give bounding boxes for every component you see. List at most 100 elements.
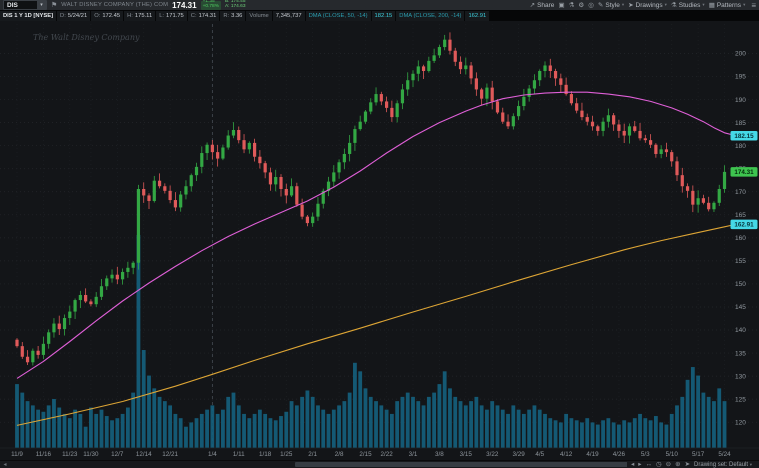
svg-text:12/7: 12/7 (111, 451, 124, 458)
svg-text:1/25: 1/25 (280, 451, 293, 458)
drawing-set-selector[interactable]: Drawing set: Default ▾ (694, 461, 752, 468)
volume-bars (15, 235, 727, 448)
chevron-down-icon: ▾ (621, 2, 625, 7)
chart-nav-controls: ◂ ▸ ↔ ◷ ⊖ ⊕ ➤ Drawing set: Default ▾ (626, 460, 759, 468)
svg-text:4/5: 4/5 (535, 451, 544, 458)
svg-text:150: 150 (735, 281, 746, 288)
svg-text:1/18: 1/18 (259, 451, 272, 458)
ohlc-close: C: 174.31 (187, 11, 220, 21)
style-menu[interactable]: ✎ Style ▾ (597, 1, 625, 10)
volume-label: Volume (246, 11, 272, 21)
svg-text:160: 160 (735, 235, 746, 242)
svg-text:2/1: 2/1 (308, 451, 317, 458)
svg-text:140: 140 (735, 327, 746, 334)
zoom-out-icon[interactable]: ⊖ (665, 460, 672, 468)
ask-value: A: 174.63 (224, 4, 246, 9)
camera-icon: ▣ (558, 2, 565, 9)
cursor-icon: ➤ (628, 2, 634, 9)
svg-text:2/8: 2/8 (335, 451, 344, 458)
study-dma200-label[interactable]: DMA (CLOSE, 200, -14) (396, 11, 465, 21)
svg-text:170: 170 (735, 189, 746, 196)
horizontal-gridlines (0, 53, 759, 423)
svg-text:125: 125 (735, 396, 746, 403)
zoom-in-icon[interactable]: ⊕ (675, 460, 681, 468)
circle-badge-icon: ◎ (588, 2, 594, 9)
svg-text:174.31: 174.31 (734, 169, 754, 176)
patterns-icon: ▦ (708, 2, 715, 9)
svg-text:120: 120 (735, 419, 746, 426)
svg-text:5/24: 5/24 (718, 451, 731, 458)
flask-icon: ⚗ (670, 2, 677, 9)
vertical-gridlines (16, 24, 725, 448)
study-dma50-value: 182.15 (371, 11, 396, 21)
menu-hamburger-icon[interactable]: ≡ (751, 0, 756, 10)
change-value: +1.35 (202, 0, 215, 5)
chart-title: DIS 1 Y 1D [NYSE] (0, 11, 57, 21)
beaker-icon: ⚗ (568, 2, 575, 9)
study-dma50-label[interactable]: DMA (CLOSE, 50, -14) (305, 11, 371, 21)
style-icon: ✎ (597, 2, 604, 9)
beaker-button[interactable]: ⚗ (569, 1, 575, 9)
settings-button[interactable]: ⚙ (578, 1, 584, 9)
overlay-ma50[interactable] (16, 91, 736, 379)
svg-text:195: 195 (735, 74, 746, 81)
study-dma200-value: 162.91 (465, 11, 490, 21)
scrollbar-thumb[interactable] (295, 462, 650, 467)
pan-right-icon[interactable]: ▸ (638, 460, 642, 468)
svg-text:4/26: 4/26 (613, 451, 626, 458)
svg-text:190: 190 (735, 97, 746, 104)
svg-text:3/1: 3/1 (409, 451, 418, 458)
ohlc-date: D: 5/24/21 (57, 11, 91, 21)
ohlc-range: R: 3.36 (220, 11, 246, 21)
top-toolbar: DIS ▾ ⚑ WALT DISNEY COMPANY (THE) COM 17… (0, 0, 759, 11)
bid-ask: B: 174.45 A: 174.63 (224, 0, 246, 10)
fit-width-icon[interactable]: ↔ (645, 460, 653, 468)
change-percent: +0.78% (202, 4, 219, 9)
svg-text:135: 135 (735, 350, 746, 357)
candlestick-series (15, 32, 727, 366)
symbol-dropdown-caret-icon[interactable]: ▾ (37, 1, 46, 9)
svg-text:12/14: 12/14 (136, 451, 152, 458)
symbol-input[interactable]: DIS ▾ (3, 0, 47, 10)
svg-text:3/29: 3/29 (512, 451, 525, 458)
scroll-left-arrow-icon[interactable]: ◂ (3, 462, 7, 468)
svg-text:1/11: 1/11 (233, 451, 245, 458)
time-reset-icon[interactable]: ◷ (656, 460, 662, 468)
drawings-menu[interactable]: ➤ Drawings ▾ (628, 1, 667, 10)
svg-text:130: 130 (735, 373, 746, 380)
svg-text:185: 185 (735, 120, 746, 127)
chart-bottom-bar: ◂ ◂ ▸ ↔ ◷ ⊖ ⊕ ➤ Drawing set: Default ▾ (0, 460, 759, 468)
chart-scrollbar[interactable] (10, 461, 650, 468)
studies-menu[interactable]: ⚗ Studies ▾ (670, 1, 705, 10)
symbol-value: DIS (7, 1, 18, 9)
time-axis[interactable]: 11/9 11/16 11/23 11/30 12/7 12/14 12/21 1/4 1/11… (11, 451, 731, 458)
svg-text:11/30: 11/30 (83, 451, 99, 458)
overlay-ma200[interactable] (16, 223, 736, 426)
share-button[interactable]: ↗ Share (529, 1, 555, 10)
alert-flag-icon[interactable]: ⚑ (51, 1, 58, 9)
pointer-mode-icon[interactable]: ➤ (684, 460, 691, 468)
svg-text:5/10: 5/10 (666, 451, 679, 458)
pan-left-icon[interactable]: ◂ (630, 460, 635, 468)
chevron-down-icon: ▾ (702, 2, 705, 7)
svg-text:165: 165 (735, 212, 746, 219)
bid-value: B: 174.45 (224, 0, 246, 5)
gear-icon: ⚙ (578, 2, 585, 9)
svg-text:5/17: 5/17 (692, 451, 705, 458)
svg-text:180: 180 (735, 143, 746, 150)
patterns-menu[interactable]: ▦ Patterns ▾ (708, 1, 746, 10)
last-price: 174.31 (172, 0, 197, 10)
snapshot-button[interactable]: ▣ (558, 1, 564, 9)
svg-text:162.91: 162.91 (734, 222, 754, 229)
svg-text:4/19: 4/19 (586, 451, 599, 458)
svg-text:12/21: 12/21 (162, 451, 178, 458)
indicator-button[interactable]: ◎ (588, 1, 594, 9)
svg-text:3/8: 3/8 (435, 451, 444, 458)
svg-text:200: 200 (735, 51, 746, 58)
svg-text:11/23: 11/23 (62, 451, 78, 458)
svg-text:145: 145 (735, 304, 746, 311)
svg-text:1/4: 1/4 (208, 451, 217, 458)
svg-text:2/22: 2/22 (380, 451, 393, 458)
